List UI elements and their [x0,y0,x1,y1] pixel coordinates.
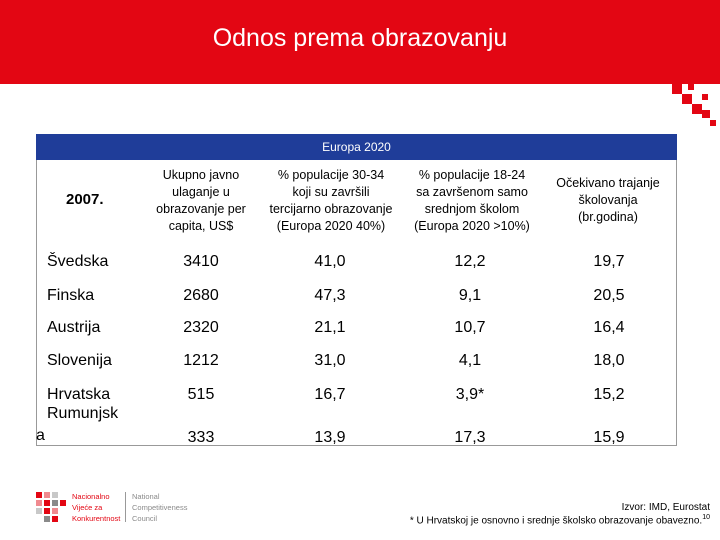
table-cell: 1212 [183,352,219,369]
table-cell: 13,9 [314,429,346,446]
table-cell: 16,7 [314,386,346,403]
row-label: Finska [47,287,95,304]
table-cell: 10,7 [454,319,486,336]
column-header-investment: Ukupno javno ulaganje u obrazovanje per … [156,168,246,233]
column-header-secondary: % populacije 18-24 sa završenom samo sre… [414,168,530,233]
table-cell: 9,1 [458,287,482,304]
table-cell: 31,0 [314,352,346,369]
table-cell: 15,2 [593,386,625,403]
table-cell: 2680 [183,287,219,304]
row-label: Austrija [47,319,101,336]
year-label: 2007. [66,191,104,208]
table-cell: 3,9* [455,386,485,403]
table-cell: 20,5 [593,287,625,304]
table-cell: 333 [187,429,215,446]
logo-divider [125,492,126,522]
table-cell: 17,3 [454,429,486,446]
logo-text-hr: Nacionalno Vijeće za Konkurentnost [72,492,121,523]
row-label: Hrvatska [47,386,111,403]
logo-text-en: National Competitiveness Council [132,492,188,523]
europa-2020-header: Europa 2020 [36,134,677,160]
table-cell: 4,1 [458,352,482,369]
row-label: Rumunjsk [47,405,119,422]
row-label: Slovenija [47,352,112,369]
table-cell: 2320 [183,319,219,336]
page-number: 10 [702,514,710,521]
table-cell: 19,7 [593,253,625,270]
row-label-wrap: a [36,427,45,444]
table-cell: 41,0 [314,253,346,270]
table-cell: 16,4 [593,319,625,336]
footnote: * U Hrvatskoj je osnovno i srednje škols… [409,514,710,527]
column-header-tertiary: % populacije 30-34 koji su završili terc… [269,168,393,233]
title-banner: Odnos prema obrazovanju [0,0,720,84]
table-cell: 18,0 [593,352,625,369]
table-cell: 515 [187,386,215,403]
column-header-duration: Očekivano trajanje školovanja (br.godina… [556,176,660,224]
ncc-logo-icon [36,492,66,522]
table-cell: 15,9 [593,429,625,446]
table-cell: 12,2 [454,253,486,270]
table-cell: 21,1 [314,319,346,336]
page-title: Odnos prema obrazovanju [212,24,508,52]
source-note: Izvor: IMD, Eurostat [621,502,710,513]
row-label: Švedska [47,253,109,270]
table-cell: 47,3 [314,287,346,304]
table-cell: 3410 [183,253,219,270]
